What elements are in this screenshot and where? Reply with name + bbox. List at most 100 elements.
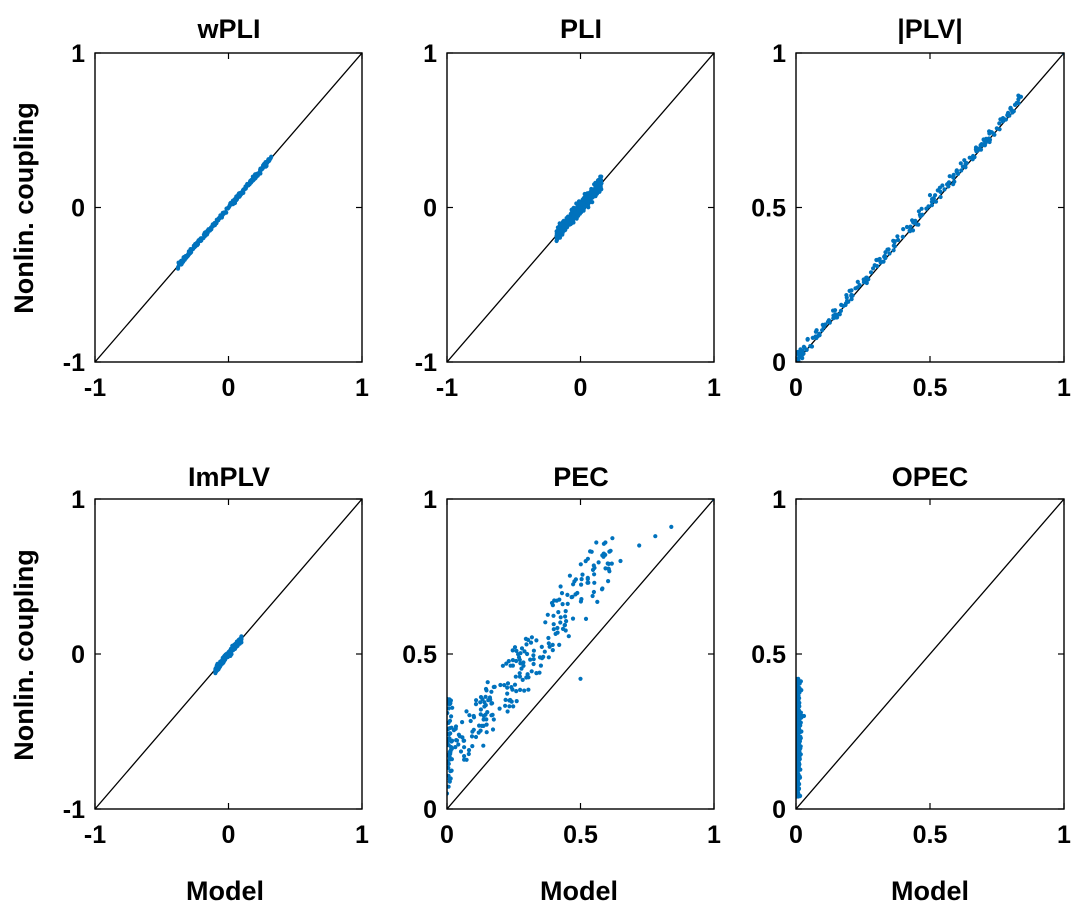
data-point: [808, 344, 813, 349]
scatter-points: [447, 499, 714, 796]
data-point: [994, 126, 999, 131]
data-point: [498, 682, 503, 688]
data-point: [814, 335, 819, 341]
data-point: [907, 229, 913, 234]
data-point: [539, 644, 544, 650]
data-point: [844, 293, 849, 298]
data-point: [525, 651, 530, 657]
data-point: [997, 121, 1002, 126]
x-tick-label: 1: [355, 821, 369, 849]
panel-title: |PLV|: [897, 14, 963, 44]
data-point: [458, 749, 464, 754]
data-point: [484, 730, 489, 735]
data-point: [462, 757, 467, 762]
data-point: [534, 671, 539, 676]
data-point: [537, 670, 542, 675]
data-point: [502, 683, 507, 688]
data-point: [883, 250, 888, 255]
data-point: [910, 218, 915, 223]
data-point: [900, 234, 905, 239]
data-point: [471, 713, 476, 719]
data-point: [563, 609, 568, 614]
data-point: [229, 652, 234, 657]
y-tick-label: -1: [415, 349, 437, 377]
data-point: [531, 648, 537, 653]
data-point: [992, 132, 997, 137]
data-point: [891, 238, 896, 243]
data-point: [505, 691, 510, 696]
data-point: [210, 223, 215, 229]
data-point: [872, 263, 877, 268]
data-point: [553, 631, 558, 637]
data-point: [522, 649, 527, 654]
data-point: [558, 227, 563, 232]
data-point: [610, 536, 615, 541]
data-point: [574, 211, 579, 216]
data-point: [891, 248, 896, 253]
data-point: [546, 641, 551, 646]
scatter-points: [213, 634, 244, 676]
data-point: [519, 646, 525, 651]
data-point: [578, 676, 583, 681]
data-point: [518, 687, 523, 693]
data-point: [589, 188, 594, 193]
data-point: [456, 742, 461, 747]
data-point: [508, 697, 513, 703]
data-point: [547, 644, 552, 649]
data-point: [569, 595, 574, 600]
data-point: [551, 622, 556, 627]
data-point: [565, 592, 570, 598]
data-point: [215, 662, 220, 668]
data-point: [537, 655, 543, 660]
data-point: [514, 648, 519, 654]
data-point: [981, 137, 986, 142]
panel-title: PEC: [553, 462, 609, 492]
data-point: [946, 180, 952, 185]
y-tick-label: 0: [772, 796, 786, 824]
data-point: [796, 693, 801, 698]
data-point: [523, 636, 529, 642]
data-point: [481, 723, 486, 729]
data-point: [847, 288, 852, 293]
data-point: [924, 206, 929, 211]
data-point: [505, 685, 510, 690]
data-point: [517, 657, 522, 662]
data-point: [618, 558, 623, 564]
data-point: [447, 720, 451, 725]
data-point: [246, 182, 251, 187]
data-point: [554, 598, 559, 603]
data-point: [179, 261, 184, 266]
data-point: [637, 543, 642, 548]
identity-line: [796, 499, 1064, 809]
x-tick-label: 0.5: [913, 821, 948, 849]
data-point: [528, 640, 534, 645]
data-point: [466, 751, 471, 757]
data-point: [497, 706, 502, 711]
data-point: [802, 345, 807, 350]
data-point: [581, 201, 586, 207]
data-point: [449, 714, 454, 719]
data-point: [555, 625, 560, 631]
data-point: [838, 308, 844, 313]
data-point: [954, 168, 959, 173]
data-point: [471, 727, 476, 732]
x-tick-label: 0: [222, 374, 236, 402]
data-point: [462, 754, 467, 759]
data-point: [937, 185, 943, 190]
data-point: [843, 302, 848, 308]
data-point: [198, 236, 203, 241]
data-point: [480, 697, 485, 702]
data-point: [554, 235, 559, 241]
data-point: [560, 602, 565, 607]
data-point: [598, 174, 603, 179]
data-point: [947, 174, 952, 179]
data-point: [955, 171, 961, 176]
data-point: [564, 619, 569, 624]
data-point: [546, 635, 551, 641]
data-point: [594, 540, 599, 545]
data-point: [525, 672, 530, 677]
data-point: [481, 713, 486, 719]
data-point: [868, 270, 874, 275]
data-point: [796, 356, 801, 361]
data-point: [453, 724, 459, 729]
